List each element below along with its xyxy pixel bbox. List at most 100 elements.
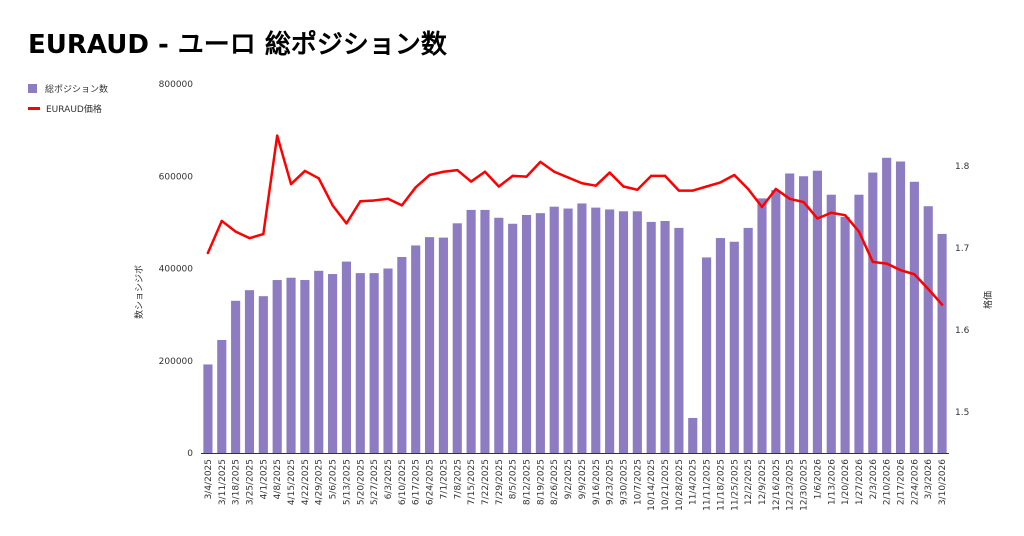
x-tick-label: 10/21/2025 — [661, 459, 671, 511]
line-layer — [206, 134, 944, 306]
x-tick-label: 3/10/2026 — [938, 459, 948, 505]
bar — [272, 280, 282, 453]
x-tick-label: 10/28/2025 — [675, 459, 685, 511]
x-tick-label: 6/3/2025 — [384, 459, 394, 499]
price-point — [719, 181, 722, 184]
bar — [369, 273, 379, 453]
legend-swatch-bars — [28, 83, 37, 93]
x-tick-label: 1/27/2026 — [855, 459, 865, 505]
price-point — [483, 170, 487, 173]
bar — [508, 223, 518, 453]
bar — [480, 209, 490, 453]
price-point — [317, 177, 320, 180]
x-tick-label: 4/22/2025 — [301, 459, 311, 505]
bar — [798, 176, 809, 453]
price-point — [816, 217, 819, 220]
x-tick-label: 7/15/2025 — [467, 459, 477, 505]
x-tick-label: 9/16/2025 — [592, 459, 602, 505]
bar — [355, 273, 365, 453]
legend: 総ポジション数 EURAUD価格 — [28, 78, 108, 118]
bar — [605, 209, 615, 453]
bars-layer — [203, 157, 947, 454]
x-tick-label: 11/25/2025 — [730, 459, 740, 511]
y-left-tick-label: 600000 — [159, 172, 194, 182]
x-tick-label: 4/8/2025 — [273, 459, 283, 499]
bar — [702, 257, 712, 453]
bar — [314, 270, 324, 453]
x-tick-label: 9/23/2025 — [606, 459, 616, 505]
price-point — [594, 184, 597, 187]
price-point — [248, 236, 251, 240]
bar — [535, 213, 545, 453]
x-tick-label: 5/20/2025 — [356, 459, 366, 505]
x-tick-label: 4/1/2025 — [259, 459, 269, 499]
bar — [397, 256, 407, 453]
bar — [743, 227, 753, 453]
bar — [494, 217, 504, 453]
x-tick-label: 2/3/2026 — [869, 459, 879, 500]
bar — [577, 203, 587, 453]
price-point — [608, 171, 611, 174]
price-point — [802, 200, 805, 204]
bar — [438, 237, 448, 453]
bar — [937, 233, 947, 453]
bar — [203, 364, 213, 453]
bar — [688, 417, 698, 453]
x-tick-label: 3/4/2025 — [204, 459, 214, 499]
bar — [674, 227, 684, 453]
x-tick-label: 12/2/2025 — [744, 459, 754, 505]
y-left-tick-label: 0 — [187, 449, 193, 459]
bar — [715, 238, 726, 453]
bar — [812, 170, 822, 453]
price-point — [275, 134, 279, 137]
x-tick-label: 1/13/2026 — [827, 459, 837, 505]
price-point — [885, 262, 888, 265]
y-right-tick-label: 1.8 — [955, 162, 970, 172]
bar — [383, 268, 393, 453]
x-tick-label: 4/15/2025 — [287, 459, 297, 505]
x-tick-label: 1/6/2026 — [813, 459, 823, 500]
x-tick-label: 12/9/2025 — [758, 459, 768, 505]
bar — [328, 274, 338, 453]
x-tick-label: 3/3/2026 — [924, 459, 934, 500]
price-point — [400, 204, 404, 207]
legend-item-bars: 総ポジション数 — [28, 78, 108, 98]
bar — [854, 194, 864, 453]
bar — [424, 237, 435, 453]
bar — [286, 277, 296, 453]
bar — [466, 209, 476, 453]
bar — [231, 300, 241, 453]
price-point — [746, 187, 750, 191]
bar — [300, 280, 310, 453]
x-tick-label: 9/9/2025 — [578, 459, 588, 499]
price-point — [442, 170, 445, 173]
bar — [840, 216, 850, 453]
x-tick-label: 8/12/2025 — [523, 459, 533, 505]
x-tick-label: 8/5/2025 — [509, 459, 519, 499]
bar — [882, 157, 892, 454]
bar — [729, 241, 739, 453]
price-point — [553, 170, 556, 173]
price-point — [386, 197, 390, 200]
x-tick-label: 3/18/2025 — [232, 459, 242, 505]
price-point — [220, 219, 223, 223]
x-tick-label: 11/11/2025 — [703, 459, 713, 511]
price-point — [733, 173, 736, 177]
y-right-axis-title: 格価 — [982, 291, 994, 309]
price-line — [206, 134, 944, 306]
price-point — [788, 197, 791, 200]
bar — [785, 173, 795, 454]
bar — [521, 215, 532, 453]
x-tick-label: 9/30/2025 — [619, 459, 629, 505]
bar — [411, 245, 421, 453]
price-point — [372, 199, 376, 202]
bar — [895, 161, 906, 454]
price-point — [871, 260, 875, 264]
price-point — [649, 174, 653, 178]
x-tick-label: 12/30/2025 — [800, 459, 810, 511]
price-point — [843, 214, 847, 217]
bar — [563, 208, 573, 453]
y-left-tick-label: 400000 — [159, 265, 194, 275]
price-point — [940, 303, 944, 306]
y-left-axis-title: 数ショシジボ — [133, 265, 145, 319]
